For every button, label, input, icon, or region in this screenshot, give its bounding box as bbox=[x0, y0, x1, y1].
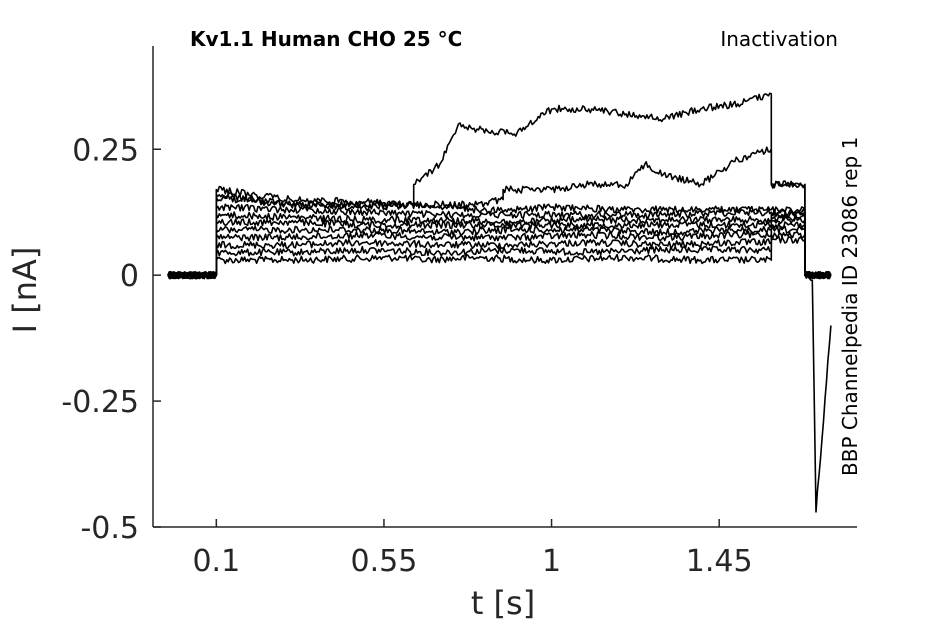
chart-title: Kv1.1 Human CHO 25 °C bbox=[190, 27, 462, 51]
y-axis-label: I [nA] bbox=[6, 247, 44, 334]
axes bbox=[152, 46, 857, 528]
current-trace-11 bbox=[167, 92, 832, 280]
current-trace-6 bbox=[167, 213, 832, 280]
y-tick-label: -0.5 bbox=[80, 511, 139, 546]
x-tick-label: 1 bbox=[542, 544, 561, 579]
current-trace-7 bbox=[167, 210, 832, 280]
protocol-label: Inactivation bbox=[720, 27, 838, 51]
current-traces bbox=[167, 92, 832, 513]
x-axis-label: t [s] bbox=[471, 584, 535, 622]
y-tick-label: 0.25 bbox=[72, 133, 139, 168]
current-trace-2 bbox=[167, 230, 832, 280]
current-trace-10 bbox=[167, 146, 832, 280]
x-ticks: 0.1 0.55 1 1.45 bbox=[192, 519, 753, 579]
current-trace-1 bbox=[167, 235, 832, 513]
y-ticks: 0.25 0 -0.25 -0.5 bbox=[61, 133, 161, 546]
current-trace-3 bbox=[167, 225, 832, 280]
side-label: BBP Channelpedia ID 23086 rep 1 bbox=[838, 137, 862, 476]
current-trace-4 bbox=[167, 221, 832, 280]
y-tick-label: 0 bbox=[120, 259, 139, 294]
x-tick-label: 0.55 bbox=[351, 544, 418, 579]
current-trace-5 bbox=[167, 215, 832, 280]
x-tick-label: 0.1 bbox=[192, 544, 240, 579]
y-tick-label: -0.25 bbox=[61, 385, 139, 420]
x-tick-label: 1.45 bbox=[686, 544, 753, 579]
